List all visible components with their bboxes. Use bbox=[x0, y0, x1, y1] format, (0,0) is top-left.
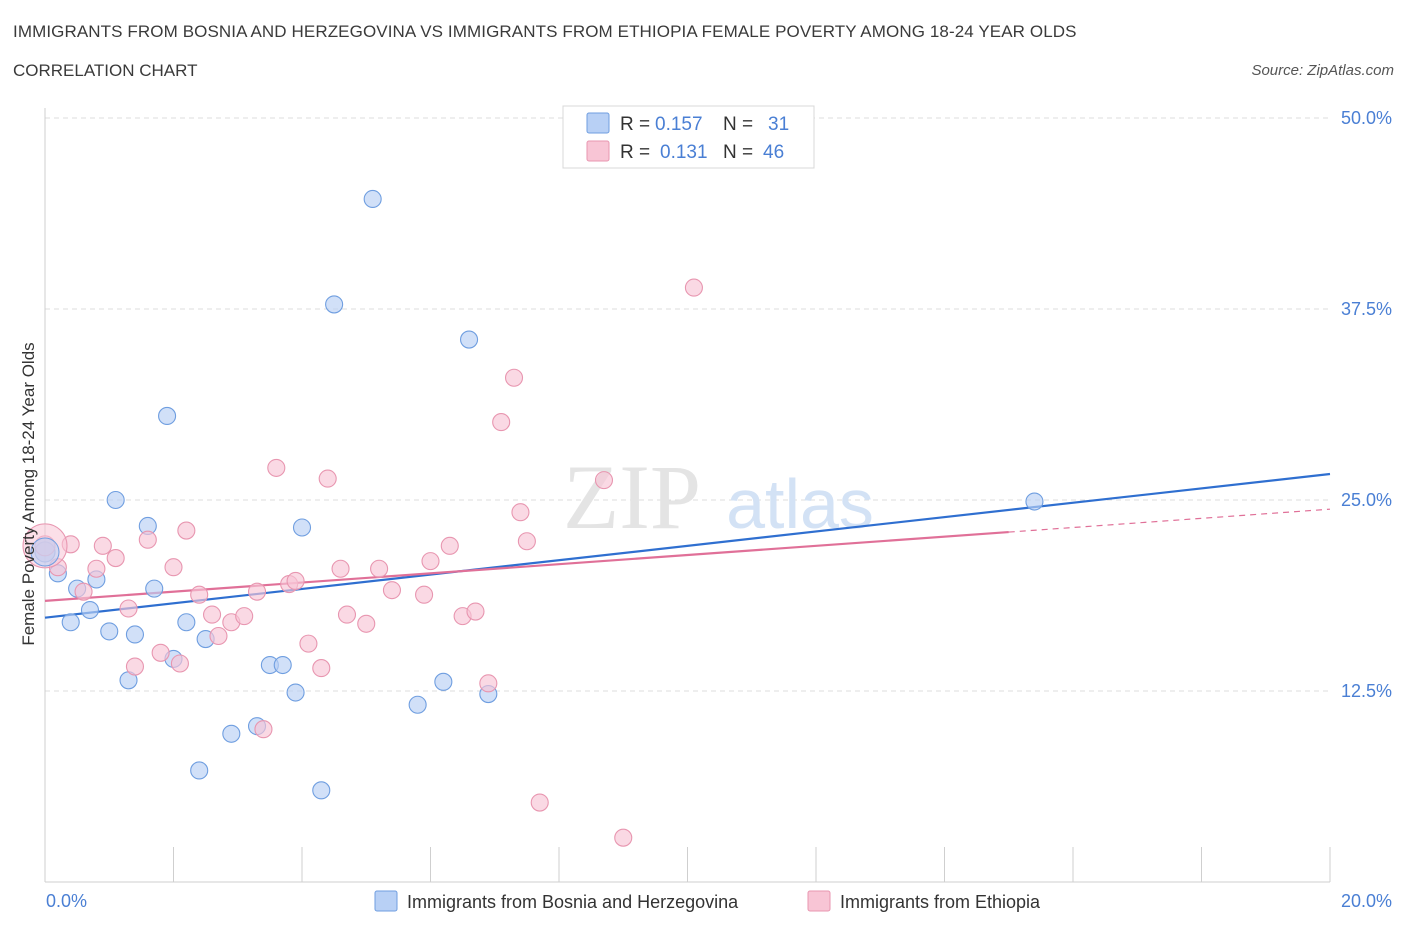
point-ethiopia-36 bbox=[466, 602, 485, 621]
legend-n-label-ethiopia: N = bbox=[723, 142, 753, 163]
x-tick-label-1: 20.0% bbox=[1341, 891, 1392, 911]
watermark: ZIP atlas bbox=[563, 446, 874, 548]
point-ethiopia-13 bbox=[177, 521, 196, 540]
point-ethiopia-37 bbox=[479, 674, 498, 693]
point-ethiopia-10 bbox=[151, 643, 170, 662]
point-ethiopia-3 bbox=[74, 582, 93, 601]
legend-r-value-ethiopia: 0.131 bbox=[660, 142, 708, 163]
point-bosnia-2 bbox=[61, 613, 80, 632]
point-bosnia-12 bbox=[158, 406, 177, 426]
point-ethiopia-44 bbox=[614, 828, 633, 847]
point-ethiopia-18 bbox=[235, 607, 254, 626]
source-credit: Source: ZipAtlas.com bbox=[1251, 62, 1394, 79]
y-tick-label-1: 25.0% bbox=[1341, 490, 1392, 510]
bottom-legend-label-ethiopia: Immigrants from Ethiopia bbox=[840, 892, 1041, 912]
legend-n-value-ethiopia: 46 bbox=[763, 142, 784, 163]
point-bosnia-28 bbox=[459, 330, 479, 349]
point-bosnia-14 bbox=[177, 613, 196, 632]
point-ethiopia-14 bbox=[190, 585, 209, 604]
point-ethiopia-38 bbox=[492, 413, 511, 432]
legend-swatch-bosnia bbox=[586, 112, 610, 134]
point-ethiopia-41 bbox=[517, 532, 536, 551]
grid-lines bbox=[45, 117, 1330, 692]
point-ethiopia-26 bbox=[318, 469, 337, 488]
chart-subtitle: CORRELATION CHART bbox=[13, 61, 198, 80]
point-bosnia-6 bbox=[100, 622, 119, 641]
point-bosnia-24 bbox=[325, 295, 344, 314]
point-ethiopia-4 bbox=[87, 559, 106, 578]
point-ethiopia-16 bbox=[209, 626, 228, 646]
point-ethiopia-25 bbox=[312, 659, 331, 678]
x-tick-label-0: 0.0% bbox=[46, 891, 87, 911]
point-bosnia-17 bbox=[222, 724, 241, 743]
point-bosnia-4 bbox=[80, 600, 100, 620]
bottom-legend-swatch-ethiopia bbox=[807, 890, 831, 912]
watermark-zip: ZIP bbox=[563, 446, 701, 548]
watermark-atlas: atlas bbox=[726, 465, 874, 543]
point-ethiopia-23 bbox=[286, 571, 305, 591]
point-ethiopia-31 bbox=[382, 581, 402, 600]
y-axis-label: Female Poverty Among 18-24 Year Olds bbox=[19, 342, 38, 645]
point-ethiopia-6 bbox=[106, 549, 125, 568]
data-points bbox=[22, 189, 1044, 847]
legend-n-label-bosnia: N = bbox=[723, 114, 753, 135]
point-bosnia-22 bbox=[292, 518, 312, 537]
point-bosnia-23 bbox=[312, 781, 331, 800]
point-ethiopia-8 bbox=[125, 657, 144, 676]
bottom-legend-label-bosnia: Immigrants from Bosnia and Herzegovina bbox=[407, 892, 739, 912]
axes bbox=[44, 108, 1331, 883]
point-ethiopia-20 bbox=[254, 720, 273, 739]
point-ethiopia-21 bbox=[267, 458, 286, 477]
stats-legend: R = 0.157 N = 31 R = 0.131 N = 46 bbox=[562, 105, 815, 169]
point-ethiopia-43 bbox=[594, 471, 614, 490]
point-ethiopia-28 bbox=[337, 605, 357, 624]
point-ethiopia-33 bbox=[421, 552, 440, 571]
legend-r-label-bosnia: R = bbox=[620, 114, 650, 135]
point-ethiopia-34 bbox=[440, 536, 459, 555]
point-ethiopia-9 bbox=[138, 530, 157, 549]
legend-swatch-ethiopia bbox=[586, 140, 610, 162]
point-ethiopia-5 bbox=[93, 536, 112, 555]
legend-n-value-bosnia: 31 bbox=[768, 114, 789, 135]
point-ethiopia-29 bbox=[357, 614, 376, 633]
legend-r-label-ethiopia: R = bbox=[620, 142, 650, 163]
point-ethiopia-24 bbox=[299, 634, 318, 653]
trend-line-ethiopia-extension bbox=[1008, 508, 1331, 533]
point-ethiopia-27 bbox=[331, 559, 350, 578]
point-bosnia-7 bbox=[106, 490, 125, 510]
point-ethiopia-39 bbox=[504, 368, 524, 387]
point-bosnia-21 bbox=[286, 683, 305, 702]
point-ethiopia-19 bbox=[247, 582, 267, 601]
y-tick-label-3: 50.0% bbox=[1341, 108, 1392, 128]
point-ethiopia-15 bbox=[203, 605, 222, 624]
point-bosnia-26 bbox=[408, 695, 427, 714]
chart-title: IMMIGRANTS FROM BOSNIA AND HERZEGOVINA V… bbox=[13, 22, 1077, 41]
y-tick-label-0: 12.5% bbox=[1341, 681, 1392, 701]
point-bosnia-11 bbox=[145, 579, 164, 598]
point-ethiopia-42 bbox=[530, 793, 549, 812]
point-ethiopia-32 bbox=[415, 585, 434, 604]
point-bosnia-25 bbox=[363, 189, 382, 209]
point-bosnia-cluster bbox=[30, 537, 60, 567]
point-ethiopia-12 bbox=[170, 654, 189, 673]
point-ethiopia-45 bbox=[684, 278, 703, 297]
bottom-legend-swatch-bosnia bbox=[374, 890, 398, 912]
point-ethiopia-7 bbox=[119, 599, 138, 618]
point-bosnia-30 bbox=[1025, 492, 1044, 511]
point-ethiopia-40 bbox=[511, 503, 530, 522]
point-bosnia-27 bbox=[434, 672, 453, 691]
bottom-legend: Immigrants from Bosnia and Herzegovina I… bbox=[374, 890, 1041, 912]
point-bosnia-9 bbox=[125, 625, 144, 644]
point-ethiopia-11 bbox=[164, 558, 183, 577]
point-bosnia-15 bbox=[190, 761, 209, 780]
legend-r-value-bosnia: 0.157 bbox=[655, 114, 703, 135]
tick-labels: 12.5% 25.0% 37.5% 50.0% 0.0% 20.0% bbox=[46, 108, 1392, 911]
point-bosnia-20 bbox=[273, 655, 292, 675]
point-ethiopia-30 bbox=[370, 559, 389, 578]
y-tick-label-2: 37.5% bbox=[1341, 299, 1392, 319]
